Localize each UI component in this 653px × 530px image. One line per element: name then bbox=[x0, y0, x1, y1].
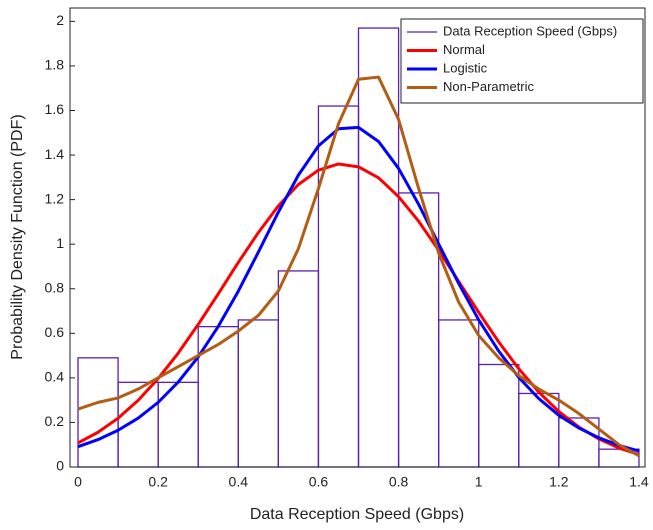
curve bbox=[77, 162, 640, 456]
curve bbox=[77, 75, 640, 458]
y-tick-label: 0.4 bbox=[45, 369, 65, 385]
x-tick-label: 1.4 bbox=[629, 474, 649, 490]
y-tick-label: 1.6 bbox=[45, 101, 65, 117]
x-tick-label: 0.2 bbox=[148, 474, 168, 490]
y-tick-label: 1 bbox=[56, 235, 64, 251]
plot-frame bbox=[69, 7, 646, 468]
legend-label: Data Reception Speed (Gbps) bbox=[443, 23, 617, 38]
x-tick-label: 0 bbox=[74, 474, 82, 490]
x-axis-label: Data Reception Speed (Gbps) bbox=[250, 506, 464, 523]
y-axis-label: Probability Density Function (PDF) bbox=[9, 114, 26, 359]
x-tick-label: 1.2 bbox=[549, 474, 569, 490]
y-tick-label: 1.2 bbox=[45, 190, 65, 206]
histogram-bar bbox=[478, 363, 520, 468]
histogram-bar bbox=[277, 270, 320, 468]
y-tick-label: 1.4 bbox=[45, 146, 65, 162]
y-tick-label: 2 bbox=[56, 12, 64, 28]
y-tick-label: 1.8 bbox=[45, 57, 65, 73]
legend-box bbox=[400, 18, 644, 104]
legend-label: Normal bbox=[443, 42, 485, 57]
histogram-bar bbox=[437, 319, 480, 468]
curve bbox=[77, 125, 640, 453]
x-tick-label: 0.6 bbox=[309, 474, 329, 490]
x-tick-label: 1 bbox=[475, 474, 483, 490]
x-tick-label: 0.8 bbox=[389, 474, 409, 490]
legend-label: Non-Parametric bbox=[443, 79, 535, 94]
y-tick-label: 0.8 bbox=[45, 279, 65, 295]
histogram-bar bbox=[77, 357, 119, 468]
x-tick-label: 0.4 bbox=[229, 474, 249, 490]
histogram-bar bbox=[357, 27, 400, 468]
legend-label: Logistic bbox=[443, 60, 488, 75]
y-tick-label: 0.2 bbox=[45, 413, 65, 429]
y-tick-label: 0 bbox=[56, 458, 64, 474]
y-tick-label: 0.6 bbox=[45, 324, 65, 340]
histogram-bar bbox=[237, 319, 280, 468]
histogram-bar bbox=[317, 105, 360, 468]
